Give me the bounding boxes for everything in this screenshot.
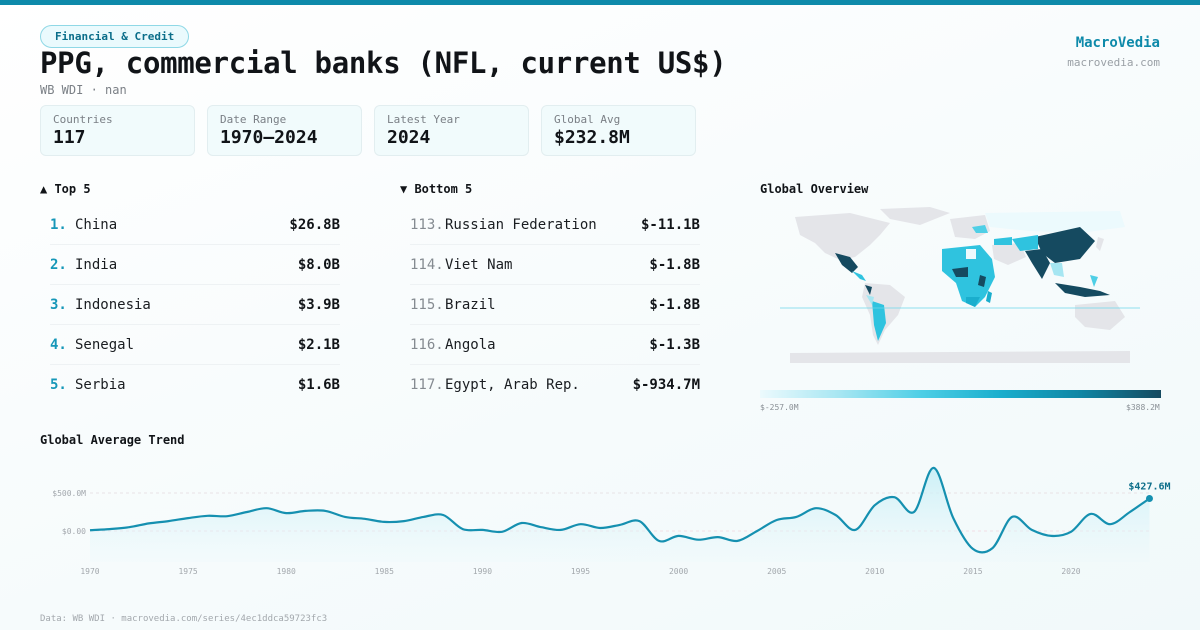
x-tick-label: 1995 xyxy=(571,567,590,576)
rank: 4. xyxy=(50,336,67,353)
list-item[interactable]: 1. China $26.8B xyxy=(50,205,340,245)
stat-card-latest-year: Latest Year 2024 xyxy=(374,105,529,156)
trend-end-marker xyxy=(1145,495,1153,503)
stat-label: Global Avg xyxy=(554,113,621,126)
y-tick-label: $0.00 xyxy=(62,527,86,536)
x-tick-label: 1985 xyxy=(375,567,394,576)
top-5-list: ▲ Top 5 1. China $26.8B 2. India $8.0B 3. Ind… xyxy=(40,182,340,405)
legend-min-label: $-257.0M xyxy=(760,403,799,412)
country-name: Brazil xyxy=(445,296,496,313)
list-item[interactable]: 115. Brazil $-1.8B xyxy=(410,285,700,325)
x-axis-ticks: 1970 1975 1980 1985 1990 1995 2000 2005 2010 2015… xyxy=(80,567,1080,576)
x-tick-label: 2020 xyxy=(1061,567,1080,576)
top-5-heading: ▲ Top 5 xyxy=(40,182,91,196)
rank: 117. xyxy=(410,377,444,393)
stat-value: $232.8M xyxy=(554,127,630,148)
world-choropleth-map[interactable] xyxy=(780,205,1140,365)
stat-card-countries: Countries 117 xyxy=(40,105,195,156)
list-item[interactable]: 3. Indonesia $3.9B xyxy=(50,285,340,325)
country-value: $-1.3B xyxy=(649,336,700,353)
stat-value: 1970–2024 xyxy=(220,127,318,148)
country-value: $-934.7M xyxy=(632,377,700,393)
page-subtitle: WB WDI · nan xyxy=(40,83,127,97)
trend-end-label: $427.6M xyxy=(1128,482,1170,493)
rank: 5. xyxy=(50,377,67,393)
rank: 115. xyxy=(410,296,444,313)
country-name: China xyxy=(75,216,118,233)
brand-url[interactable]: macrovedia.com xyxy=(1067,56,1160,69)
trend-title: Global Average Trend xyxy=(40,433,185,447)
country-name: India xyxy=(75,256,118,273)
x-tick-label: 2015 xyxy=(963,567,982,576)
rank: 3. xyxy=(50,296,67,313)
bottom-5-list: ▼ Bottom 5 113. Russian Federation $-11.1B… xyxy=(400,182,700,405)
stats-row: Countries 117 Date Range 1970–2024 Lates… xyxy=(40,105,696,156)
list-item[interactable]: 2. India $8.0B xyxy=(50,245,340,285)
list-item[interactable]: 113. Russian Federation $-11.1B xyxy=(410,205,700,245)
country-name: Serbia xyxy=(75,377,126,393)
map-title: Global Overview xyxy=(760,182,869,196)
list-item[interactable]: 5. Serbia $1.6B xyxy=(50,365,340,405)
stat-card-global-avg: Global Avg $232.8M xyxy=(541,105,696,156)
country-value: $3.9B xyxy=(297,296,340,313)
rank: 114. xyxy=(410,256,444,273)
brand: MacroVedia macrovedia.com xyxy=(1067,35,1160,69)
stat-card-date-range: Date Range 1970–2024 xyxy=(207,105,362,156)
stat-value: 2024 xyxy=(387,127,431,148)
bottom-5-heading: ▼ Bottom 5 xyxy=(400,182,473,196)
global-average-trend-chart[interactable]: $500.0M $0.00 $427.6M 1970 1975 1980 1985 19… xyxy=(0,455,1200,585)
country-name: Indonesia xyxy=(75,296,151,313)
x-tick-label: 1975 xyxy=(178,567,197,576)
trend-line xyxy=(89,466,1151,554)
x-tick-label: 2005 xyxy=(767,567,786,576)
trend-area xyxy=(90,467,1150,562)
x-tick-label: 2010 xyxy=(865,567,884,576)
country-name: Russian Federation xyxy=(445,216,597,233)
list-item[interactable]: 116. Angola $-1.3B xyxy=(410,325,700,365)
x-tick-label: 1990 xyxy=(473,567,492,576)
country-value: $2.1B xyxy=(297,336,340,353)
list-item[interactable]: 117. Egypt, Arab Rep. $-934.7M xyxy=(410,365,700,405)
x-tick-label: 1970 xyxy=(80,567,99,576)
country-value: $26.8B xyxy=(289,216,340,233)
footer-source: Data: WB WDI · macrovedia.com/series/4ec… xyxy=(40,614,328,624)
top-accent-bar xyxy=(0,0,1200,5)
country-name: Egypt, Arab Rep. xyxy=(445,377,580,393)
list-item[interactable]: 4. Senegal $2.1B xyxy=(50,325,340,365)
stat-label: Countries xyxy=(53,113,113,126)
list-item[interactable]: 114. Viet Nam $-1.8B xyxy=(410,245,700,285)
page-title: PPG, commercial banks (NFL, current US$) xyxy=(40,46,727,80)
country-value: $-1.8B xyxy=(649,296,700,313)
rank: 116. xyxy=(410,336,444,353)
country-value: $1.6B xyxy=(297,377,340,393)
country-name: Angola xyxy=(445,336,496,353)
map-legend-gradient xyxy=(760,390,1161,398)
country-value: $-1.8B xyxy=(649,256,700,273)
stat-value: 117 xyxy=(53,127,86,148)
x-tick-label: 2000 xyxy=(669,567,688,576)
country-value: $8.0B xyxy=(297,256,340,273)
country-name: Viet Nam xyxy=(445,256,513,273)
country-name: Senegal xyxy=(75,336,135,353)
stat-label: Date Range xyxy=(220,113,287,126)
x-tick-label: 1980 xyxy=(277,567,296,576)
rank: 1. xyxy=(50,216,67,233)
rank: 113. xyxy=(410,216,444,233)
country-value: $-11.1B xyxy=(640,216,700,233)
rank: 2. xyxy=(50,256,67,273)
legend-max-label: $388.2M xyxy=(1126,403,1160,412)
y-tick-label: $500.0M xyxy=(52,489,86,498)
category-badge[interactable]: Financial & Credit xyxy=(40,25,190,48)
brand-name[interactable]: MacroVedia xyxy=(1075,35,1160,51)
stat-label: Latest Year xyxy=(387,113,460,126)
